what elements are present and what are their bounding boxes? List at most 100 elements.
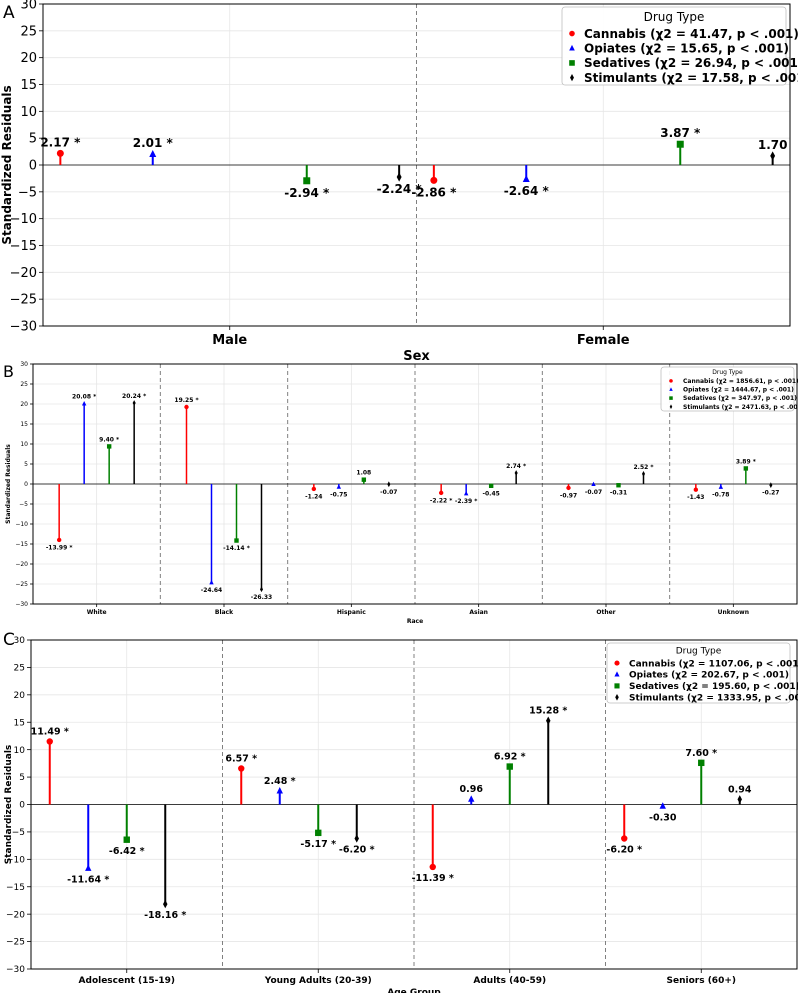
- data-label-stimulants: -0.27: [762, 490, 779, 497]
- data-label-opiates: -0.30: [649, 812, 677, 823]
- y-tick-label: 5: [24, 461, 28, 468]
- data-label-opiates: -11.64 *: [67, 874, 109, 885]
- data-label-cannabis: 2.17 *: [40, 135, 81, 149]
- data-label-stimulants: 0.94: [728, 784, 752, 795]
- y-tick-label: 10: [20, 441, 28, 448]
- legend-entry-cannabis: Cannabis (χ2 = 41.47, p < .001): [584, 27, 798, 41]
- marker-sedatives: [698, 759, 705, 767]
- marker-sedatives: [743, 466, 749, 471]
- y-tick-label: 0: [24, 481, 28, 488]
- marker-sedatives: [361, 477, 367, 482]
- legend: Drug Type Cannabis (χ2 = 1107.06, p < .00…: [606, 642, 798, 703]
- marker-stimulants: [387, 481, 391, 488]
- y-tick-label: −5: [12, 828, 25, 838]
- y-tick-label: 0: [29, 159, 37, 174]
- marker-opiates: [591, 481, 596, 487]
- legend-entry-opiates: Opiates (χ2 = 15.65, p < .001): [584, 41, 789, 55]
- y-tick-label: 10: [14, 746, 26, 756]
- y-tick-label: 0: [19, 801, 25, 811]
- y-tick-label: −15: [10, 239, 37, 254]
- data-label-cannabis: -1.24: [305, 493, 322, 500]
- legend-entry-stimulants: Stimulants (χ2 = 2471.63, p < .001): [683, 404, 798, 411]
- legend-box: [561, 6, 787, 86]
- y-tick-label: 15: [14, 718, 25, 728]
- marker-cannabis: [438, 490, 444, 496]
- x-tick-label: Hispanic: [337, 609, 366, 616]
- x-tick-label: Male: [212, 333, 247, 348]
- legend: Drug Type Cannabis (χ2 = 41.47, p < .001)…: [561, 6, 798, 86]
- marker-opiates: [336, 484, 342, 489]
- y-axis-label: Standardized Residuals: [4, 745, 14, 865]
- legend-title: Drug Type: [676, 646, 722, 656]
- data-label-cannabis: -6.20 *: [606, 845, 642, 856]
- data-label-stimulants: -0.07: [380, 489, 397, 496]
- data-label-opiates: -0.07: [585, 489, 602, 496]
- marker-stimulants: [514, 470, 518, 476]
- data-label-sedatives: -5.17 *: [300, 839, 336, 850]
- x-tick-label: Adults (40-59): [473, 976, 546, 986]
- data-label-sedatives: -0.31: [610, 490, 627, 497]
- x-tick-label: White: [87, 609, 107, 616]
- marker-stimulants: [259, 586, 264, 593]
- y-tick-label: −25: [10, 293, 37, 308]
- y-axis-label: Standardized Residuals: [5, 444, 12, 524]
- marker-stimulants: [163, 899, 168, 909]
- data-label-sedatives: 3.89 *: [736, 458, 757, 465]
- x-tick-label: Unknown: [718, 609, 749, 616]
- legend-marker-opiates: [569, 44, 575, 51]
- data-label-sedatives: 9.40 *: [99, 436, 120, 443]
- y-tick-label: 25: [20, 24, 37, 39]
- marker-cannabis: [46, 738, 53, 745]
- y-tick-label: −5: [18, 185, 37, 200]
- data-label-sedatives: 1.08: [356, 470, 371, 477]
- marker-cannabis: [693, 487, 699, 492]
- data-label-cannabis: 19.25 *: [174, 397, 199, 404]
- y-tick-label: 25: [20, 381, 28, 388]
- marker-opiates: [468, 795, 475, 802]
- y-tick-label: −20: [10, 266, 37, 281]
- panel-label: C: [3, 630, 15, 650]
- y-tick-label: 5: [29, 132, 37, 147]
- y-tick-label: −30: [6, 965, 25, 975]
- y-tick-label: −20: [6, 910, 25, 920]
- marker-cannabis: [56, 537, 62, 543]
- data-label-stimulants: 15.28 *: [529, 706, 567, 717]
- data-label-opiates: -0.75: [330, 492, 347, 499]
- marker-sedatives: [488, 483, 494, 488]
- panel-b: −30 −25 −20 −15 −10 −5 0 5 10 15 20 25 30 White Black H…: [3, 361, 798, 625]
- marker-stimulants: [737, 795, 742, 804]
- x-tick-label: Seniors (60+): [667, 976, 736, 986]
- legend-entry-opiates: Opiates (χ2 = 1444.67, p < .001): [683, 387, 794, 394]
- data-label-opiates: -2.64 *: [504, 184, 550, 198]
- legend-marker-opiates: [669, 387, 673, 391]
- data-label-cannabis: -1.43: [687, 494, 704, 501]
- data-label-stimulants: 1.70: [758, 138, 788, 152]
- y-tick-label: −20: [15, 561, 28, 568]
- y-tick-label: −10: [6, 855, 25, 865]
- x-axis-label: Race: [407, 618, 423, 625]
- marker-sedatives: [234, 538, 239, 543]
- data-label-stimulants: -26.33: [251, 594, 272, 601]
- data-label-opiates: 20.08 *: [72, 394, 97, 401]
- legend-marker-cannabis: [614, 660, 620, 666]
- legend-marker-stimulants: [615, 693, 619, 701]
- legend-marker-cannabis: [669, 379, 673, 383]
- legend-marker-sedatives: [614, 683, 620, 689]
- data-label-opiates: 0.96: [460, 784, 484, 795]
- y-tick-label: 15: [20, 78, 37, 93]
- marker-opiates: [463, 490, 469, 496]
- data-label-cannabis: -2.22 *: [430, 497, 453, 504]
- data-label-sedatives: -6.42 *: [109, 846, 145, 857]
- marker-sedatives: [123, 836, 130, 843]
- marker-sedatives: [506, 763, 513, 770]
- data-label-stimulants: 20.24 *: [122, 393, 147, 400]
- legend-marker-cannabis: [569, 30, 575, 37]
- marker-cannabis: [238, 765, 245, 772]
- marker-opiates: [81, 401, 87, 406]
- legend-title: Drug Type: [644, 10, 705, 24]
- data-label-opiates: 2.01 *: [133, 136, 174, 150]
- y-tick-label: −10: [10, 212, 37, 227]
- marker-stimulants: [396, 172, 402, 182]
- legend-marker-stimulants: [669, 404, 673, 409]
